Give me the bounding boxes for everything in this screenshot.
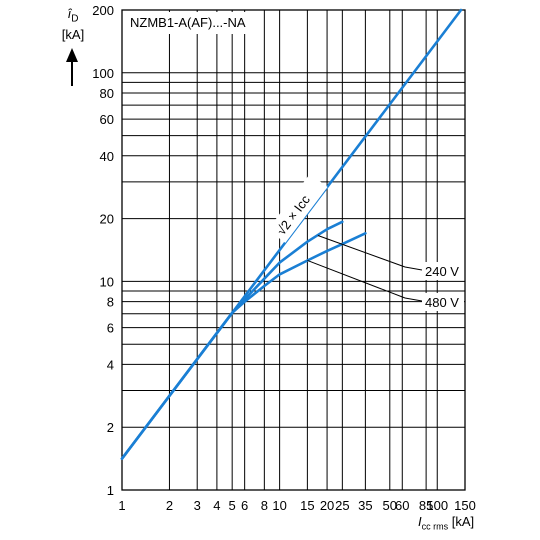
series-line [120,232,367,460]
x-tick-label: 85 [419,498,433,513]
x-tick-label: 15 [300,498,314,513]
y-tick-label: 80 [100,86,114,101]
label-240v-background [422,262,464,280]
x-tick-label: 6 [241,498,248,513]
x-tick-label: 150 [454,498,476,513]
y-tick-label: 1 [107,483,114,498]
y-axis-arrow-head [66,48,78,62]
x-tick-label: 4 [213,498,220,513]
y-tick-label: 10 [100,274,114,289]
y-tick-label: 8 [107,295,114,310]
leader-line-240v [317,235,406,268]
annotation-240v: 240 V [425,264,459,279]
y-tick-label: 2 [107,420,114,435]
x-tick-label: 60 [395,498,409,513]
x-tick-label: 2 [166,498,173,513]
label-480v-background [422,293,464,311]
x-tick-label: 3 [194,498,201,513]
y-tick-label: 60 [100,112,114,127]
x-tick-label: 1 [118,498,125,513]
x-tick-label: 35 [358,498,372,513]
leader-line-240v-tail [404,266,423,271]
plot-frame [121,9,466,491]
x-axis-label: Icc rms [kA] [418,514,475,532]
title-background [124,12,258,34]
y-tick-label: 6 [107,321,114,336]
y-tick-label: 4 [107,357,114,372]
x-tick-label: 20 [320,498,334,513]
y-tick-label: 100 [92,66,114,81]
y-tick-label: 20 [100,212,114,227]
x-tick-label: 25 [335,498,349,513]
x-tick-label: 8 [261,498,268,513]
leader-line-480v-tail [404,297,423,302]
y-axis-label: îD [kA] [61,6,85,42]
x-tick-label: 50 [383,498,397,513]
chart-title: NZMB1-A(AF)...-NA [130,15,246,30]
x-tick-label: 10 [272,498,286,513]
annotation-background [267,173,328,243]
annotation-480v: 480 V [425,295,459,310]
x-tick-label: 100 [426,498,448,513]
x-tick-label: 5 [229,498,236,513]
leader-line-480v [307,259,406,299]
y-tick-label: 40 [100,149,114,164]
y-tick-label: 200 [92,3,114,18]
